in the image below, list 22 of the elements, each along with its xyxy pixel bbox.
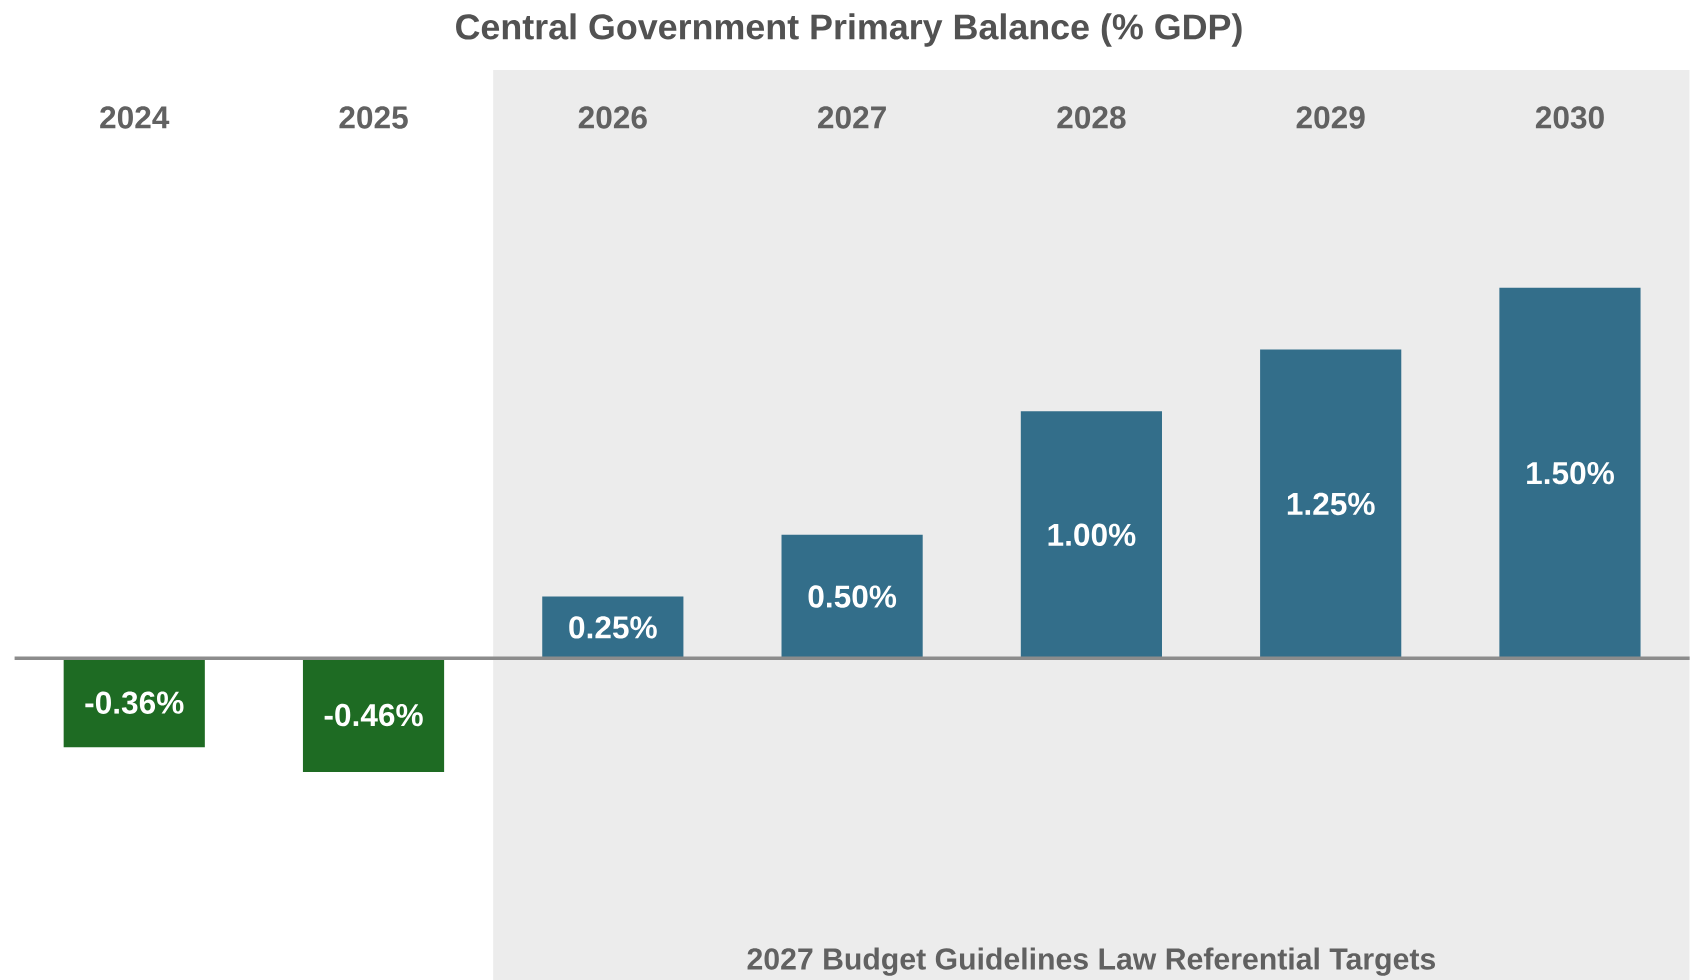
data-label: -0.46%: [324, 703, 423, 727]
chart-title: Central Government Primary Balance (% GDP): [456, 13, 1242, 47]
bar: [1020, 411, 1162, 659]
bar: [1260, 349, 1402, 659]
x-tick-label: 2029: [1296, 106, 1365, 129]
band-label: 2027 Budget Guidelines Law Referential Targets: [747, 947, 1436, 976]
data-label: 0.25%: [569, 616, 657, 639]
data-label: -0.36%: [85, 691, 184, 714]
data-label: 0.50%: [808, 585, 897, 608]
data-label: 1.25%: [1287, 492, 1375, 516]
bar: [63, 658, 205, 748]
x-tick-label: 2024: [100, 106, 170, 129]
bar: [781, 534, 923, 659]
x-tick-label: 2030: [1535, 106, 1604, 129]
x-tick-label: 2028: [1057, 106, 1126, 129]
x-tick-label: 2026: [578, 106, 647, 129]
bar: [1499, 287, 1641, 659]
data-label: 1.00%: [1048, 523, 1136, 547]
x-tick-label: 2025: [339, 106, 408, 129]
x-tick-label: 2027: [818, 106, 886, 129]
bar: [302, 658, 445, 772]
data-label: 1.50%: [1527, 461, 1614, 485]
